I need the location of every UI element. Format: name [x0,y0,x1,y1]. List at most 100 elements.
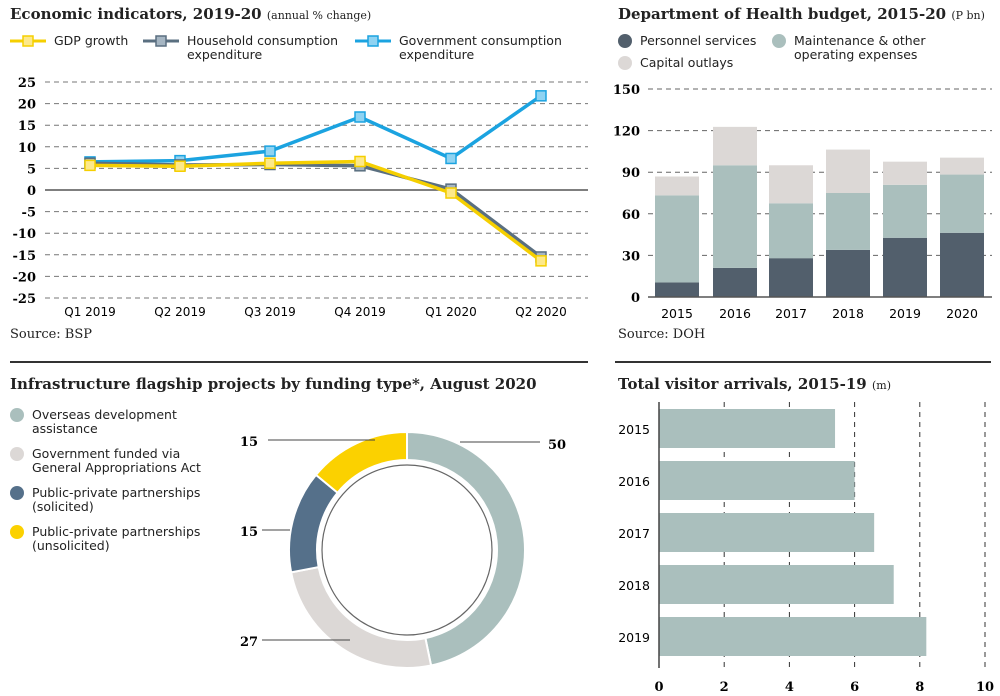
x-tick-label: 2017 [775,306,807,321]
data-point [174,160,186,172]
y-tick-label: 30 [622,249,640,264]
y-tick-label: 10 [18,141,36,156]
slice-label: 15 [240,525,258,540]
personnel-swatch [618,34,632,48]
y-tick-label: -5 [22,206,36,221]
x-tick-label: 10 [976,680,994,695]
bar-chart-title: Department of Health budget, 2015-20 (P … [618,5,985,23]
bar-segment [940,232,984,297]
bar-segment [769,203,813,259]
bar-segment [883,237,927,297]
bar-segment [883,184,927,238]
bar-segment [940,157,984,175]
y-tick-label: 2017 [618,526,650,541]
maintenance-swatch [772,34,786,48]
bar-segment [769,258,813,297]
donut-slice [288,473,339,574]
x-tick-label: Q1 2019 [64,305,115,319]
bar-segment [826,149,870,193]
legend-ppp-solicited: Public-private partnerships (solicited) [10,486,220,514]
bar-segment [713,267,757,297]
divider-right [615,361,991,363]
y-tick-label: 60 [622,208,640,223]
x-tick-label: Q4 2019 [334,305,385,319]
bar [659,513,875,552]
x-tick-label: 2020 [946,306,978,321]
slice-label: 15 [240,435,258,450]
bar-segment [713,165,757,268]
y-tick-label: 120 [613,125,640,140]
legend-government: Government consumption expenditure [355,34,570,62]
x-tick-label: Q2 2019 [154,305,205,319]
bar [659,617,927,656]
slice-label: 50 [548,438,566,453]
bar-segment [655,176,699,196]
y-tick-label: 150 [613,83,640,98]
legend-gdp: GDP growth [10,34,128,48]
x-tick-label: Q1 2020 [425,305,476,319]
y-tick-label: 2019 [618,630,650,645]
y-tick-label: 2018 [618,578,650,593]
bar-segment [826,193,870,250]
bar-segment [769,165,813,204]
donut-slice [314,430,408,495]
y-tick-label: 90 [622,166,640,181]
legend-personnel: Personnel services [618,34,756,48]
data-point [535,90,547,102]
source-bsp: Source: BSP [10,327,93,342]
y-tick-label: 0 [631,291,640,306]
series-line-2 [89,94,542,164]
y-tick-label: 15 [18,119,36,134]
y-tick-label: -10 [13,227,37,242]
hbar-chart-title: Total visitor arrivals, 2015-19 (m) [618,375,891,393]
x-tick-label: 0 [654,680,663,695]
donut-inner-ring [321,464,493,636]
line-chart-title: Economic indicators, 2019-20 (annual % c… [10,5,372,23]
divider-left [10,361,588,363]
bar-segment [883,161,927,185]
x-tick-label: 4 [785,680,794,695]
legend-gov-funded: Government funded via General Appropriat… [10,447,230,475]
y-tick-label: 20 [18,98,36,113]
y-tick-label: 0 [27,184,36,199]
legend-oda: Overseas development assistance [10,408,210,436]
x-tick-label: Q2 2020 [515,305,566,319]
data-point [354,111,366,123]
legend-ppp-unsolicited: Public-private partnerships (unsolicited… [10,525,230,553]
bar [659,565,894,604]
data-point [84,159,96,172]
bar [659,409,836,448]
x-tick-label: 2 [720,680,729,695]
data-point [535,255,547,267]
x-tick-label: 2016 [719,306,751,321]
bar-segment [655,282,699,297]
series-line-0 [89,159,543,263]
bar-segment [940,174,984,233]
bar [659,461,855,500]
x-tick-label: 2018 [832,306,864,321]
y-tick-label: -15 [13,249,37,264]
data-point [354,155,366,168]
donut-slice [406,430,526,667]
y-tick-label: -20 [13,270,37,285]
y-tick-label: 2016 [618,474,650,489]
data-point [264,145,276,157]
y-tick-label: 2015 [618,422,650,437]
legend-maintenance: Maintenance & other operating expenses [772,34,942,62]
data-point [445,187,457,199]
bar-segment [713,126,757,166]
slice-label: 27 [240,635,258,650]
legend-capital: Capital outlays [618,56,733,70]
x-tick-label: 2015 [661,306,693,321]
data-point [445,152,457,165]
donut-slice [289,565,433,669]
data-point [264,157,276,169]
y-tick-label: 5 [27,162,36,177]
capital-swatch [618,56,632,70]
x-tick-label: 8 [915,680,924,695]
bar-segment [826,249,870,297]
legend-household: Household consumption expenditure [143,34,343,62]
y-tick-label: 25 [18,76,36,91]
x-tick-label: 6 [850,680,859,695]
